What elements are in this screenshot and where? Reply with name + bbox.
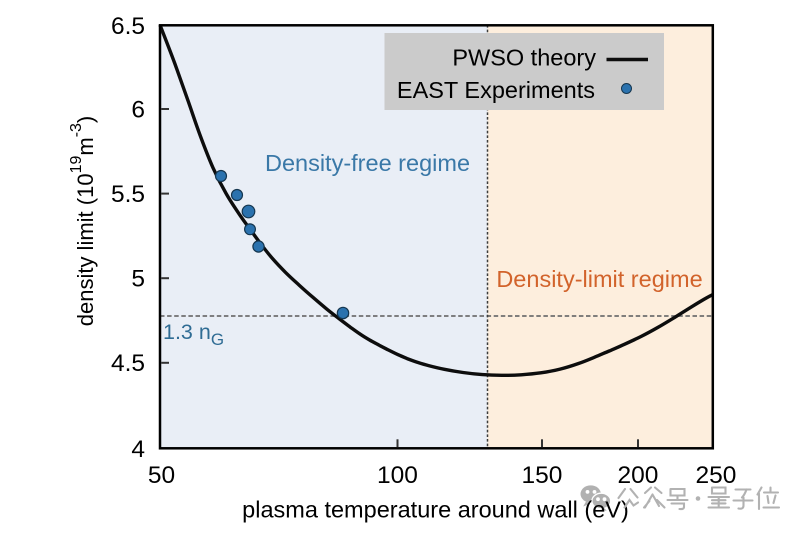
svg-text:4: 4 (131, 436, 145, 463)
svg-text:6: 6 (131, 97, 145, 124)
svg-text:5: 5 (131, 266, 145, 293)
svg-text:EAST Experiments: EAST Experiments (397, 77, 595, 103)
svg-text:plasma temperature around wall: plasma temperature around wall (eV) (242, 497, 629, 523)
svg-text:250: 250 (696, 462, 737, 489)
svg-text:5.5: 5.5 (111, 181, 145, 208)
svg-text:50: 50 (148, 462, 175, 489)
svg-text:density limit (1019m-3): density limit (1019m-3) (68, 116, 98, 327)
svg-text:PWSO theory: PWSO theory (452, 45, 596, 71)
svg-text:Density-limit regime: Density-limit regime (496, 266, 702, 292)
svg-text:4.5: 4.5 (111, 350, 145, 377)
svg-text:100: 100 (377, 462, 418, 489)
svg-text:150: 150 (522, 462, 563, 489)
svg-text:6.5: 6.5 (111, 13, 145, 40)
svg-text:Density-free regime: Density-free regime (265, 150, 470, 176)
svg-text:200: 200 (618, 462, 659, 489)
